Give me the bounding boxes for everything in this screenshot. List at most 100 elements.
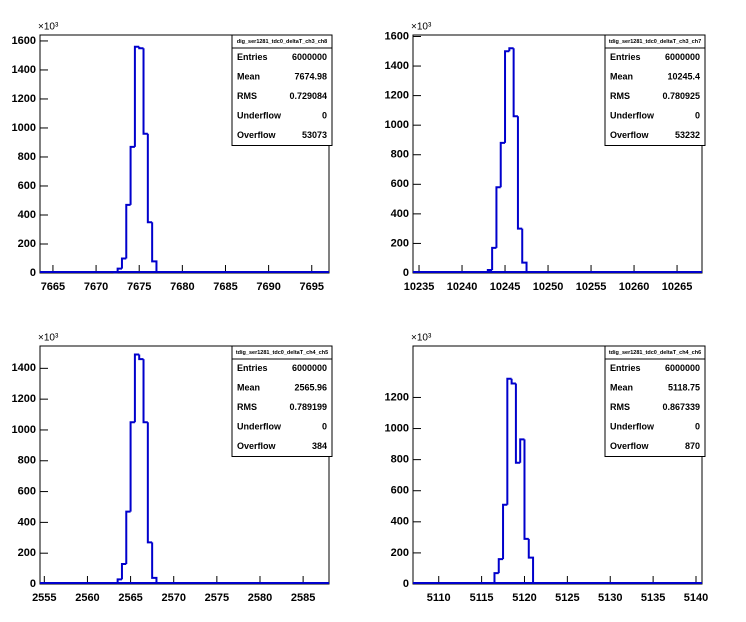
stats-value: 7674.98 — [294, 72, 327, 82]
x-tick-label: 10235 — [404, 281, 435, 293]
y-tick-label: 1200 — [12, 93, 36, 105]
histogram-bin — [129, 421, 135, 512]
y-tick-label: 1200 — [385, 90, 409, 102]
x-tick-label: 7695 — [300, 281, 324, 293]
histogram-bin — [527, 538, 535, 584]
x-tick-label: 2575 — [205, 592, 229, 604]
stats-value: 0 — [695, 422, 700, 432]
stats-value: 0.789199 — [289, 402, 327, 412]
histogram-bin — [133, 353, 140, 423]
stats-label: Entries — [610, 52, 641, 62]
x-tick-label: 7665 — [41, 281, 65, 293]
x-tick-label: 7680 — [170, 281, 194, 293]
stats-label: RMS — [237, 91, 257, 101]
histogram-bin — [506, 377, 512, 505]
y-tick-label: 600 — [18, 180, 36, 192]
stats-value: 6000000 — [665, 363, 700, 373]
x-tick-label: 5120 — [512, 592, 536, 604]
histogram-bin — [486, 269, 493, 273]
stats-label: RMS — [237, 402, 257, 412]
stats-value: 384 — [312, 441, 327, 451]
stats-label: RMS — [610, 91, 630, 101]
histogram-bin — [512, 48, 518, 118]
histogram-bin — [146, 422, 153, 544]
histogram-bin — [523, 439, 529, 540]
stats-value: 53232 — [675, 130, 700, 140]
stats-value: 10245.4 — [667, 72, 700, 82]
y-tick-label: 600 — [391, 485, 409, 497]
x-tick-label: 2560 — [75, 592, 99, 604]
histogram-bin — [112, 271, 118, 274]
stats-value: 6000000 — [292, 363, 327, 373]
y-tick-label: 1000 — [385, 119, 409, 131]
y-multiplier: ×10³ — [411, 333, 432, 344]
stats-box — [604, 345, 706, 457]
stats-value: 0 — [322, 111, 327, 121]
stats-value: 53073 — [302, 130, 327, 140]
histogram-bin — [120, 562, 127, 580]
histogram-bin — [133, 45, 140, 147]
histogram-bin — [151, 222, 158, 273]
y-tick-label: 1000 — [385, 422, 409, 434]
y-tick-label: 0 — [30, 578, 36, 590]
histogram-bin — [142, 48, 148, 135]
y-tick-label: 1600 — [12, 35, 36, 47]
stats-box — [231, 34, 333, 146]
histogram-bin — [499, 141, 506, 188]
y-multiplier: ×10³ — [38, 22, 59, 33]
x-tick-label: 2580 — [248, 592, 272, 604]
pad: ×10³ 0 200 400 600 800 1000 1200 5110 5115 5120 512… — [385, 333, 709, 604]
stats-label: Overflow — [237, 441, 277, 451]
stats-title: tdig_ser1281_tdc0_deltaT_ch4_ch5 — [236, 350, 328, 356]
x-tick-label: 5115 — [470, 592, 494, 604]
stats-label: Mean — [237, 72, 260, 82]
stats-label: Underflow — [237, 111, 282, 121]
histogram-bin — [502, 503, 508, 560]
histogram-bin — [142, 359, 148, 424]
x-tick-label: 5140 — [684, 592, 708, 604]
x-tick-label: 2555 — [32, 592, 56, 604]
stats-value: 0 — [322, 422, 327, 432]
stats-title: tdig_ser1281_tdc0_deltaT_ch4_ch6 — [609, 350, 701, 356]
histogram-bin — [120, 257, 127, 269]
stats-value: 0.867339 — [662, 402, 700, 412]
histogram-bin — [125, 203, 131, 259]
y-tick-label: 200 — [391, 547, 409, 559]
histogram-bin — [491, 246, 497, 271]
y-tick-label: 1600 — [385, 30, 409, 42]
stats-value: 2565.96 — [294, 383, 327, 393]
stats-title: tdig_ser1281_tdc0_deltaT_ch3_ch7 — [609, 39, 701, 45]
y-tick-label: 400 — [18, 209, 36, 221]
pad: ×10³ 0 200 400 600 800 1000 1200 1400 2555 2560 256… — [12, 333, 333, 604]
y-tick-label: 800 — [18, 151, 36, 163]
histogram-bin — [497, 558, 504, 574]
x-tick-label: 7690 — [256, 281, 280, 293]
y-tick-label: 400 — [391, 208, 409, 220]
histogram-bin — [521, 228, 528, 273]
y-tick-label: 800 — [391, 454, 409, 466]
stats-value: 6000000 — [665, 52, 700, 62]
stats-label: RMS — [610, 402, 630, 412]
histogram-bin — [125, 510, 131, 564]
x-tick-label: 5130 — [598, 592, 622, 604]
x-tick-label: 7685 — [213, 281, 237, 293]
y-tick-label: 1000 — [12, 424, 36, 436]
x-tick-label: 2565 — [118, 592, 142, 604]
x-tick-label: 2570 — [161, 592, 185, 604]
y-tick-label: 0 — [403, 578, 409, 590]
stats-box — [604, 34, 706, 146]
stats-label: Entries — [237, 363, 268, 373]
y-tick-label: 800 — [18, 455, 36, 467]
y-tick-label: 0 — [403, 267, 409, 279]
stats-label: Entries — [610, 363, 641, 373]
histogram-bin — [516, 116, 523, 230]
stats-label: Mean — [610, 72, 633, 82]
histogram-bin — [116, 578, 122, 584]
histogram-bin — [495, 186, 501, 248]
stats-label: Overflow — [610, 441, 650, 451]
histogram-bin — [510, 378, 516, 385]
y-multiplier: ×10³ — [411, 22, 432, 33]
stats-box — [231, 345, 333, 457]
y-tick-label: 200 — [18, 547, 36, 559]
